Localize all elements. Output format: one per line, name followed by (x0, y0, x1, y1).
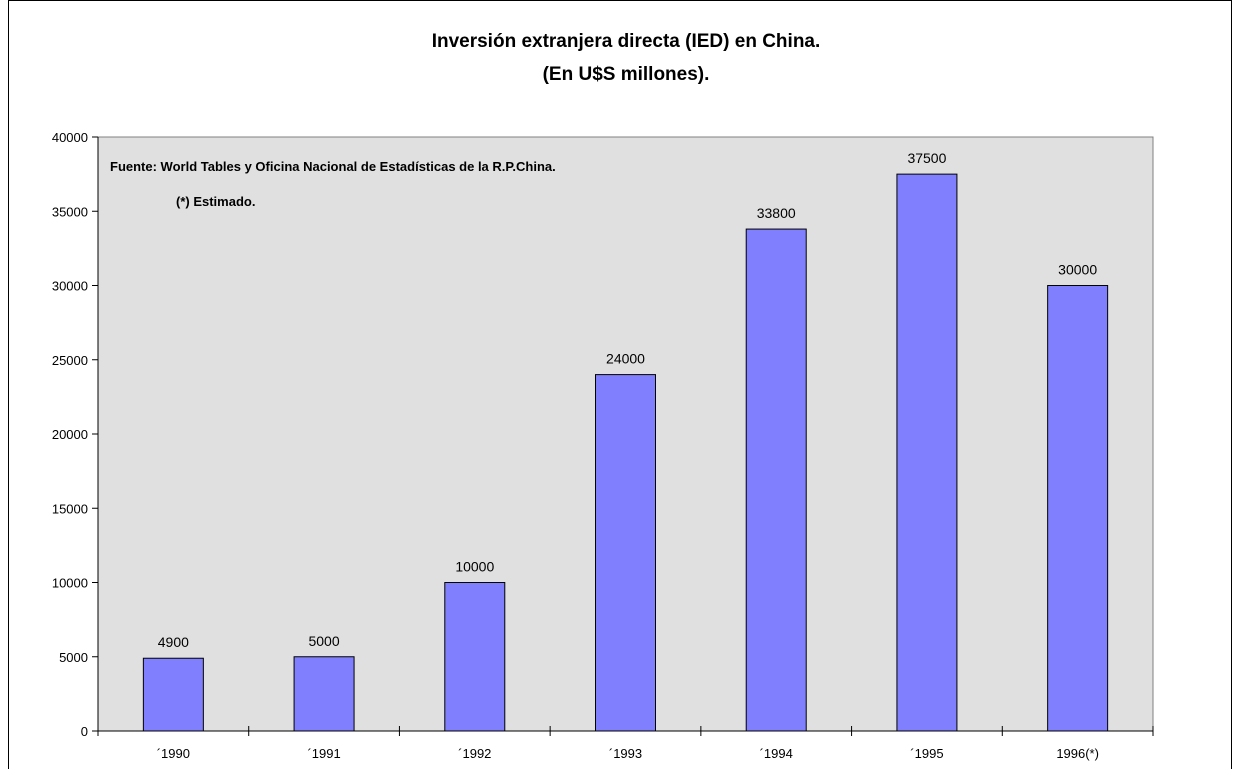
chart-frame (8, 0, 1232, 769)
bars (142, 173, 1109, 732)
bar (293, 656, 355, 732)
estimate-note: (*) Estimado. (176, 194, 255, 209)
x-tick-label: ´1994 (760, 746, 793, 761)
bar-value-label: 10000 (455, 559, 494, 575)
y-tick-label: 25000 (52, 353, 88, 368)
bar (444, 582, 506, 732)
bar (1047, 285, 1109, 732)
x-tick-label: ´1993 (609, 746, 642, 761)
y-tick-label: 30000 (52, 279, 88, 294)
x-tick-label: 1996(*) (1056, 746, 1099, 761)
chart-subtitle: (En U$S millones). (543, 64, 710, 85)
y-tick-label: 20000 (52, 427, 88, 442)
bar (745, 228, 807, 732)
source-note: Fuente: World Tables y Oficina Nacional … (110, 159, 556, 174)
x-tick-label: ´1990 (157, 746, 190, 761)
y-tick-label: 5000 (59, 650, 88, 665)
bar (896, 173, 958, 732)
x-tick-label: ´1991 (307, 746, 340, 761)
y-tick-label: 10000 (52, 576, 88, 591)
bar-value-label: 37500 (907, 150, 946, 166)
bar-value-label: 33800 (757, 205, 796, 221)
x-tick-label: ´1995 (910, 746, 943, 761)
y-axis: 0 5000 10000 15000 20000 25000 30000 35000 40000 (52, 130, 99, 739)
y-tick-label: 40000 (52, 130, 88, 145)
bar-value-label: 24000 (606, 351, 645, 367)
chart-title: Inversión extranjera directa (IED) en Ch… (432, 31, 821, 52)
y-tick-label: 35000 (52, 204, 88, 219)
bar-value-label: 5000 (308, 633, 339, 649)
x-tick-label: ´1992 (458, 746, 491, 761)
value-labels: 4900 5000 10000 24000 33800 37500 30000 (158, 150, 1098, 650)
bar (595, 374, 656, 732)
bar-value-label: 30000 (1058, 262, 1097, 278)
y-tick-label: 0 (81, 724, 88, 739)
y-tick-label: 15000 (52, 501, 88, 516)
bar (142, 657, 204, 732)
bar-value-label: 4900 (158, 634, 189, 650)
x-axis: ´1990 ´1991 ´1992 ´1993 ´1994 ´1995 1996(*) (97, 726, 1154, 761)
